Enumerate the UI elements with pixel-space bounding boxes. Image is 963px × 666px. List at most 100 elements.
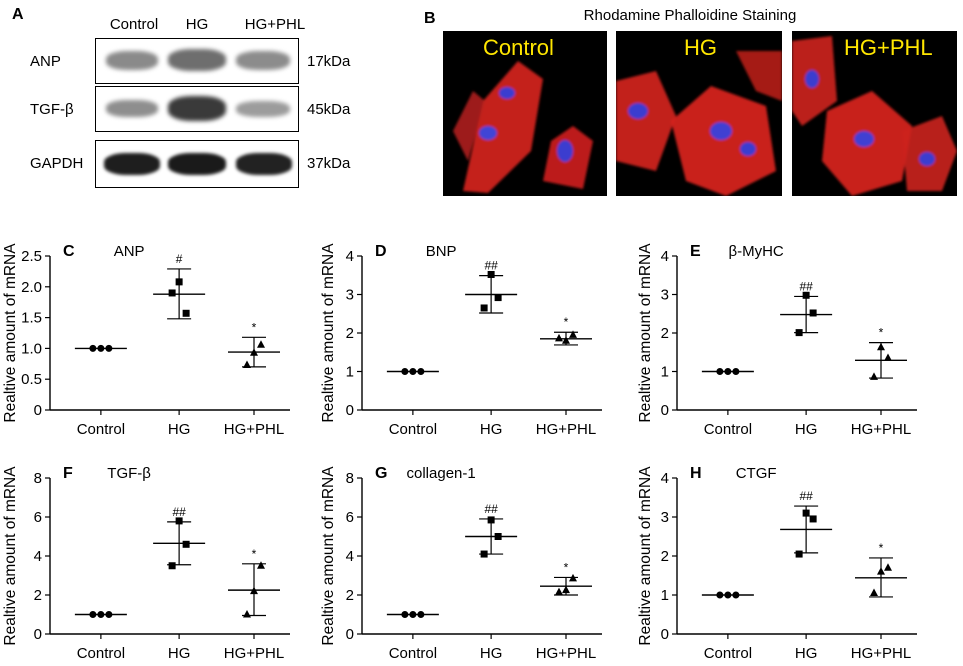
y-tick-label: 1 [661, 587, 669, 604]
blot-band [168, 49, 226, 71]
data-point-triangle [562, 585, 570, 594]
data-point-square [175, 517, 183, 525]
significance-mark: ## [484, 502, 498, 516]
data-point-square [168, 289, 176, 297]
blot-band [104, 153, 160, 175]
data-point-square [487, 270, 495, 278]
micrograph-label-hg-phl: HG+PHL [844, 35, 933, 60]
micrograph-hg: HG [616, 31, 782, 196]
x-tick-label: HG+PHL [851, 421, 911, 438]
blot-row-label-anp: ANP [30, 53, 61, 70]
data-point-triangle [870, 372, 878, 380]
data-point-circle [732, 591, 740, 599]
data-point-circle [89, 611, 97, 618]
y-tick-label: 3 [346, 287, 354, 304]
y-tick-label: 4 [34, 548, 42, 565]
data-point-triangle [243, 610, 251, 618]
blot-row-label-tgf: TGF-β [30, 101, 74, 118]
data-point-square [802, 291, 810, 299]
x-tick-label: Control [77, 645, 125, 662]
data-point-triangle [884, 563, 892, 571]
significance-mark: * [252, 547, 257, 561]
chart-title: CTGF [736, 465, 777, 482]
panel-label-c: C [63, 243, 75, 260]
data-point-circle [409, 368, 417, 375]
chart-d: D BNP Realtive amount of mRNA 0 1 2 3 4 Control H… [320, 243, 602, 438]
micrograph-hg-phl: HG+PHL [792, 31, 957, 196]
y-tick-label: 0 [34, 626, 42, 643]
x-tick-label: HG [795, 421, 818, 438]
blot-column-hg: HG [185, 16, 209, 33]
blot-kda-tgf: 45kDa [307, 101, 351, 118]
data-point-circle [89, 344, 97, 352]
data-point-triangle [877, 567, 885, 575]
y-tick-label: 1 [661, 364, 669, 381]
x-tick-label: Control [704, 645, 752, 662]
y-tick-label: 2 [661, 548, 669, 565]
y-tick-label: 4 [661, 470, 669, 487]
data-point-square [487, 516, 495, 524]
data-point-square [809, 309, 817, 317]
blot-strip-anp [95, 38, 299, 84]
data-point-circle [724, 368, 732, 375]
data-point-triangle [257, 561, 265, 569]
blot-strip-gapdh [95, 140, 299, 188]
data-point-triangle [555, 333, 563, 342]
chart-title: collagen-1 [407, 465, 476, 482]
significance-mark: ## [799, 279, 813, 293]
significance-mark: ## [799, 489, 813, 503]
y-tick-label: 0 [346, 402, 354, 419]
micrograph-control: Control [443, 31, 607, 196]
micrograph-control-cells [453, 61, 593, 193]
blot-band [106, 100, 158, 117]
y-tick-label: 2.0 [21, 279, 42, 296]
y-tick-label: 0 [346, 626, 354, 643]
panel-label-b: B [424, 10, 436, 27]
y-tick-label: 0.5 [21, 371, 42, 388]
chart-title: ANP [114, 243, 145, 260]
y-axis-label: Realtive amount of mRNA [637, 243, 654, 423]
data-point-triangle [569, 573, 577, 582]
y-tick-label: 4 [661, 248, 669, 265]
y-axis-label: Realtive amount of mRNA [2, 466, 19, 646]
data-point-triangle [555, 587, 563, 596]
y-tick-label: 2 [346, 587, 354, 604]
x-tick-label: Control [389, 421, 437, 438]
significance-mark: ## [172, 505, 186, 519]
y-axis-label: Realtive amount of mRNA [637, 466, 654, 646]
y-tick-label: 0 [34, 402, 42, 419]
y-tick-label: 2 [346, 325, 354, 342]
blot-row-label-gapdh: GAPDH [30, 155, 84, 172]
data-point-circle [417, 611, 425, 618]
blot-kda-gapdh: 37kDa [307, 155, 351, 172]
data-point-triangle [877, 342, 885, 351]
y-axis-label: Realtive amount of mRNA [320, 466, 337, 646]
micrograph-label-hg: HG [684, 35, 717, 60]
y-tick-label: 6 [34, 509, 42, 526]
panel-label-g: G [375, 465, 387, 482]
y-tick-label: 1 [346, 364, 354, 381]
data-point-circle [732, 368, 740, 375]
data-point-circle [105, 344, 113, 352]
data-point-triangle [257, 340, 265, 348]
blot-strip-tgf [95, 86, 299, 132]
blot-band [106, 51, 158, 70]
y-tick-label: 6 [346, 509, 354, 526]
y-axis-label: Realtive amount of mRNA [2, 243, 19, 423]
blot-band [168, 96, 226, 121]
chart-c: C ANP Realtive amount of mRNA 0 0.5 1.0 1.5 2.0… [2, 243, 290, 438]
data-point-square [480, 304, 488, 312]
data-point-circle [97, 344, 105, 352]
y-tick-label: 8 [346, 470, 354, 487]
y-tick-label: 4 [346, 248, 354, 265]
panel-label-f: F [63, 465, 73, 482]
data-point-triangle [250, 348, 258, 356]
blot-band [236, 51, 290, 70]
data-point-square [494, 533, 502, 540]
data-point-square [809, 515, 817, 523]
data-point-square [494, 294, 502, 302]
y-tick-label: 0 [661, 402, 669, 419]
y-tick-label: 4 [346, 548, 354, 565]
chart-title: β-MyHC [728, 243, 783, 260]
data-point-circle [716, 591, 724, 599]
